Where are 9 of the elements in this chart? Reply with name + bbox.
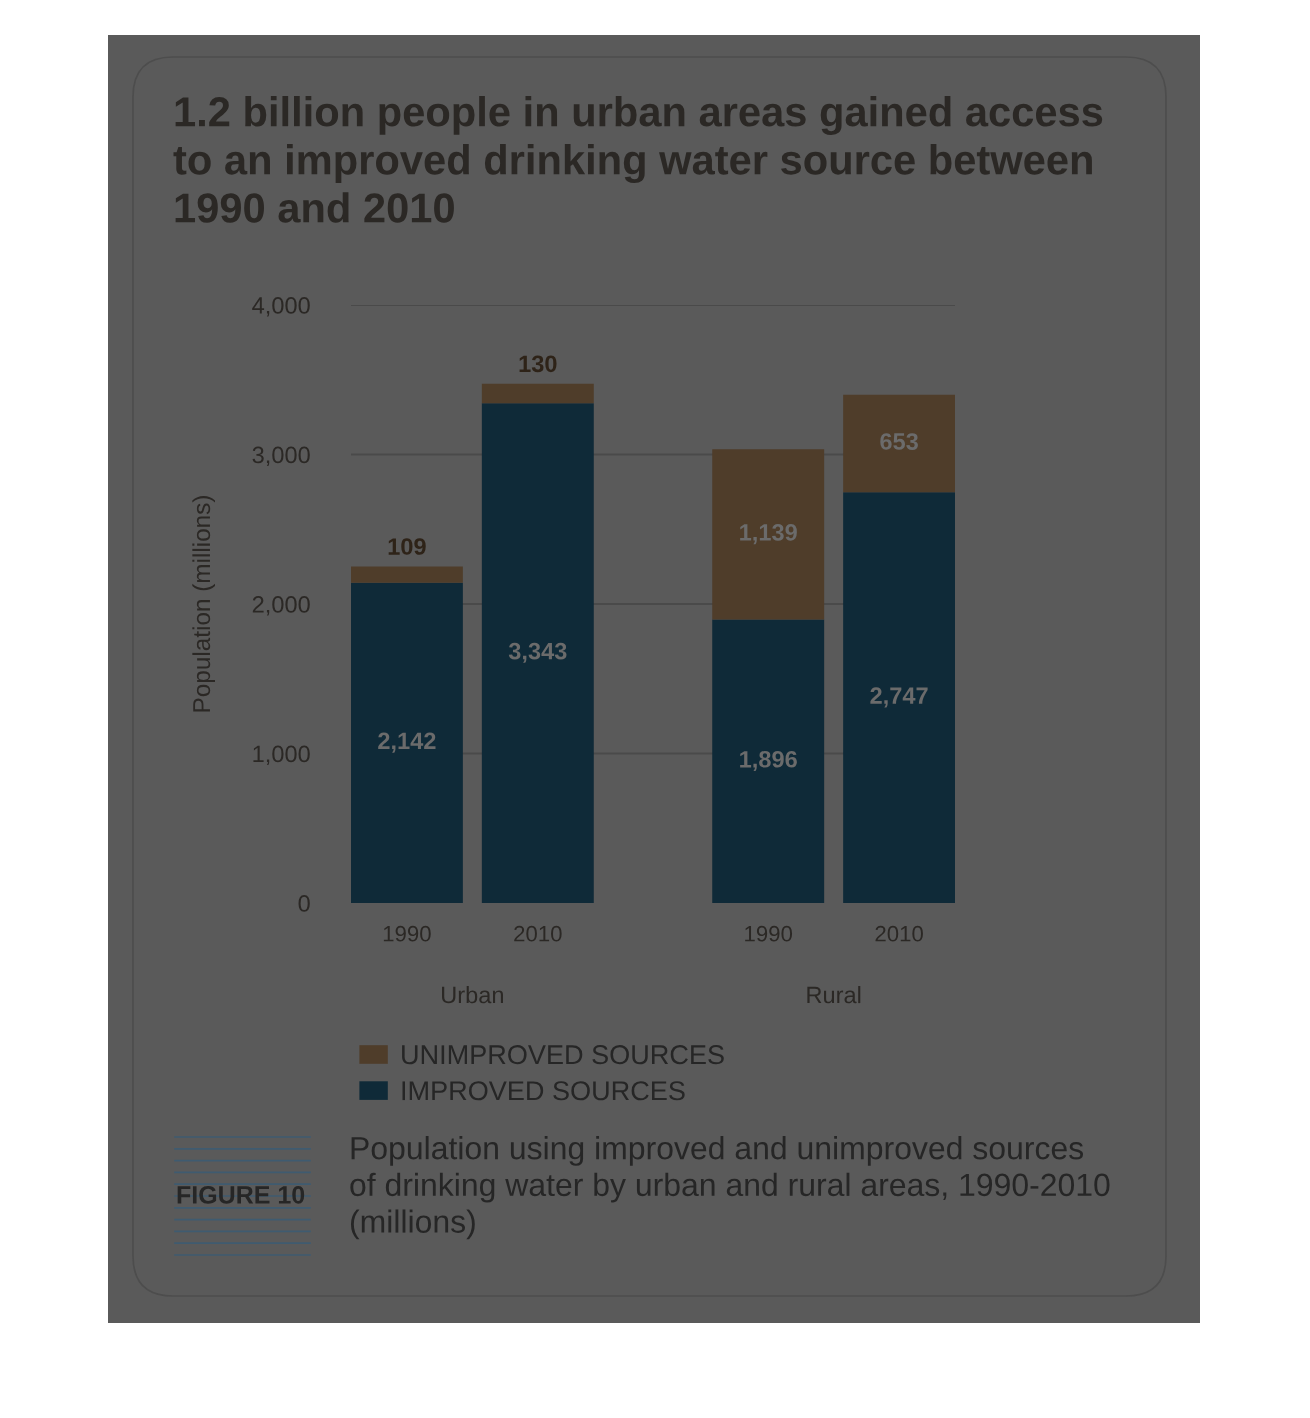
data-label: 109: [388, 538, 426, 555]
data-label: 1,139: [740, 524, 797, 545]
data-label: 3,343: [508, 642, 567, 663]
data-label: 1,896: [740, 750, 797, 772]
data-label: 2,142: [378, 732, 436, 753]
data-label: 130: [519, 355, 557, 373]
data-label: 2,747: [870, 687, 928, 708]
data-label: 653: [880, 433, 918, 450]
caption: FIGURE 10: [177, 1186, 305, 1204]
